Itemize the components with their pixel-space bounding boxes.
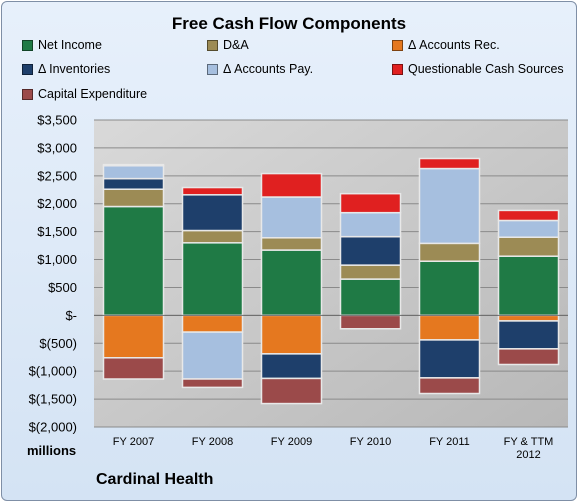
legend-swatch [207, 39, 218, 51]
bar-segment [418, 260, 481, 317]
x-tick-label: FY 2009 [271, 436, 312, 448]
y-tick-label: $(1,500) [29, 392, 77, 407]
legend-swatch [22, 88, 33, 100]
bar-segment [260, 172, 323, 198]
bar-segment [418, 167, 481, 245]
bar-segment [497, 255, 560, 317]
legend-swatch [22, 39, 33, 51]
legend-label: Δ Accounts Pay. [223, 62, 314, 76]
y-tick-label: $2,000 [37, 196, 77, 211]
bar-segment [497, 348, 560, 366]
bar-segment [102, 165, 165, 180]
x-tick-label: FY 2007 [113, 436, 154, 448]
bar-segment [497, 219, 560, 238]
bar-segment [260, 353, 323, 380]
x-tick-label: FY 2008 [192, 436, 233, 448]
legend-item: D&A [207, 38, 249, 52]
bar-segment [102, 177, 165, 190]
legend-swatch [207, 63, 218, 75]
bar-segment [102, 357, 165, 380]
legend-label: Questionable Cash Sources [408, 62, 564, 76]
legend-swatch [392, 39, 403, 51]
bar-segment [339, 192, 402, 214]
y-tick-label: $- [65, 308, 77, 323]
legend-item: Δ Accounts Pay. [207, 62, 313, 76]
bar-segment [102, 314, 165, 359]
bar-segment [260, 196, 323, 239]
bar-segment [102, 188, 165, 208]
bar-segment [339, 278, 402, 317]
bar-segment [181, 331, 244, 380]
legend-swatch [392, 63, 403, 75]
bar-segment [418, 377, 481, 395]
bar-segment [260, 237, 323, 251]
bar-segment [418, 314, 481, 341]
y-tick-label: $500 [48, 280, 77, 295]
legend-item: Δ Inventories [22, 62, 110, 76]
y-axis-label: millions [27, 443, 76, 458]
bar-segment [418, 339, 481, 379]
bar-segment [181, 194, 244, 232]
legend-label: D&A [223, 38, 249, 52]
bar-segment [497, 209, 560, 222]
legend-item: Δ Accounts Rec. [392, 38, 500, 52]
bar-segment [418, 157, 481, 170]
y-tick-label: $3,500 [37, 113, 77, 128]
bar-segment [181, 378, 244, 389]
bar-segment [339, 264, 402, 280]
bar-segment [260, 314, 323, 355]
bar-segment [339, 235, 402, 266]
bar-segment [497, 236, 560, 257]
y-tick-label: $1,000 [37, 252, 77, 267]
y-tick-label: $1,500 [37, 224, 77, 239]
legend-item: Capital Expenditure [22, 87, 147, 101]
x-tick-label: FY & TTM 2012 [504, 436, 554, 461]
bar-segment [339, 314, 402, 330]
plot-area [94, 120, 568, 427]
bar-segment [497, 314, 560, 322]
bar-segment [181, 229, 244, 244]
y-tick-label: $(2,000) [29, 420, 77, 435]
bar-segment [181, 186, 244, 196]
bar-segment [181, 314, 244, 333]
y-tick-label: $3,000 [37, 140, 77, 155]
bar-segment [260, 377, 323, 405]
y-tick-label: $(1,000) [29, 364, 77, 379]
bar-segment [102, 163, 165, 167]
bar-segment [181, 242, 244, 317]
legend-swatch [22, 63, 33, 75]
x-tick-label: FY 2011 [429, 436, 470, 448]
company-name: Cardinal Health [96, 471, 214, 488]
legend-item: Questionable Cash Sources [392, 62, 564, 76]
bar-segment [102, 205, 165, 317]
legend-item: Net Income [22, 38, 102, 52]
legend-label: Net Income [38, 38, 102, 52]
legend-label: Δ Inventories [38, 62, 111, 76]
y-tick-label: $2,500 [37, 168, 77, 183]
bar-segment [497, 320, 560, 350]
chart-title: Free Cash Flow Components [171, 14, 407, 33]
x-tick-label: FY 2010 [350, 436, 391, 448]
bar-segment [418, 242, 481, 262]
legend-label: Δ Accounts Rec. [408, 38, 500, 52]
bar-segment [260, 249, 323, 317]
legend-label: Capital Expenditure [38, 87, 148, 101]
y-tick-label: $(500) [39, 336, 77, 351]
bar-segment [339, 211, 402, 238]
